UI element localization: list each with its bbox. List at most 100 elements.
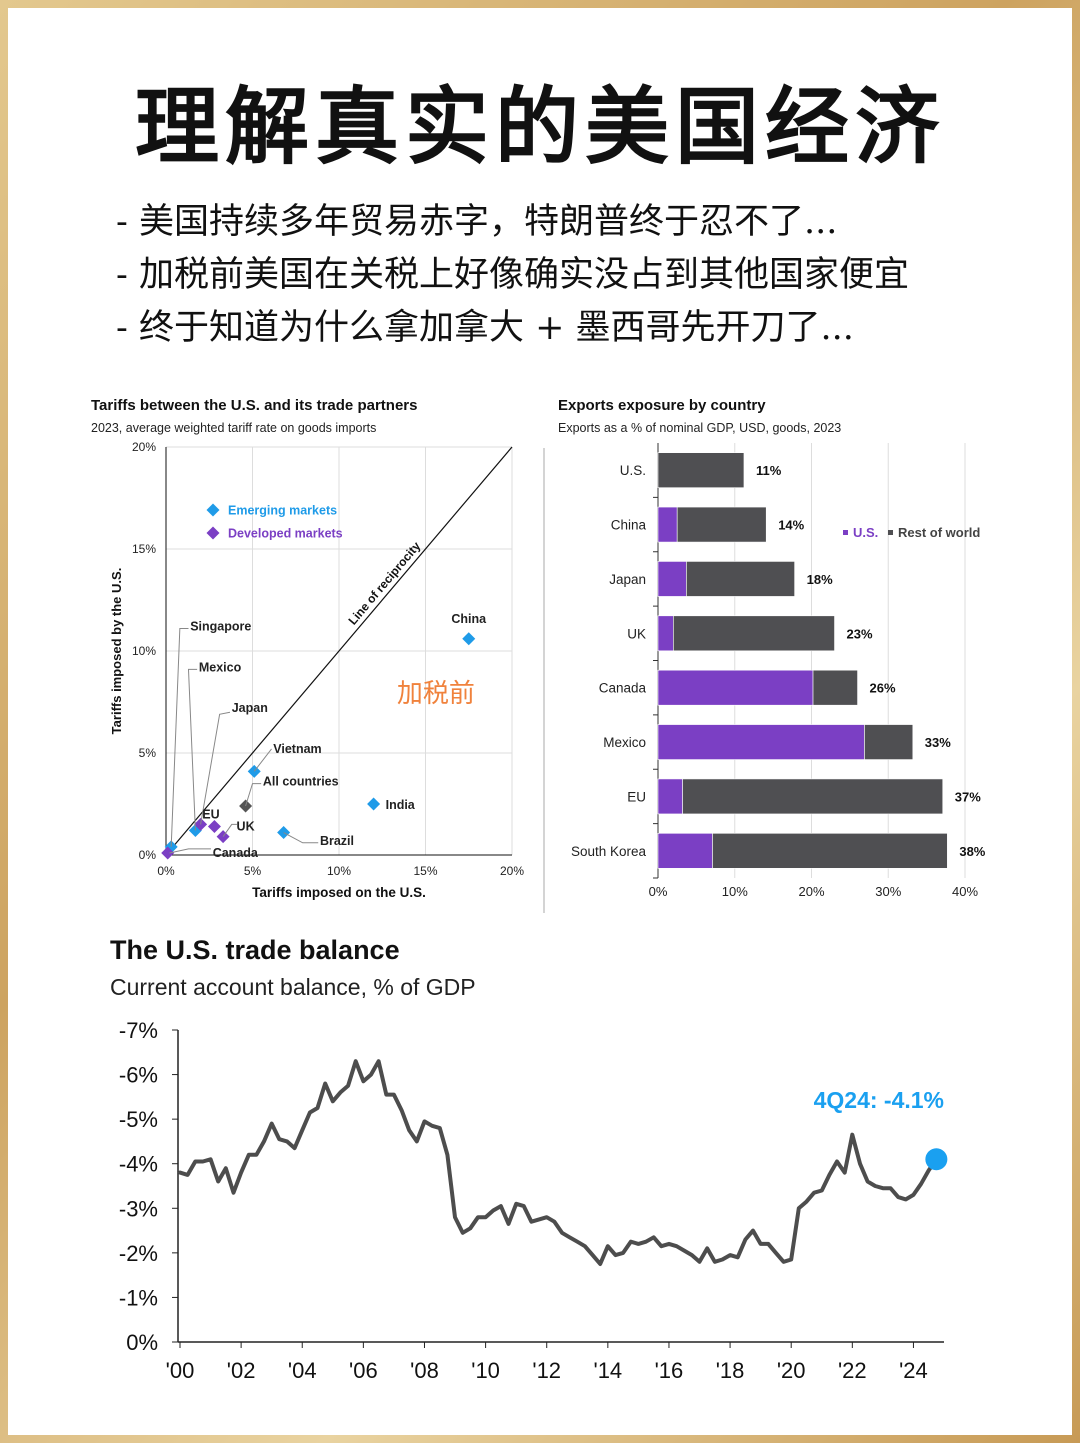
point-all-countries (239, 799, 253, 813)
bar-total-label: 18% (807, 572, 833, 587)
x-tick-label: '24 (899, 1358, 928, 1383)
legend-label: Developed markets (228, 527, 343, 541)
page-title: 理解真实的美国经济 (134, 77, 945, 176)
y-tick-label: -5% (119, 1107, 158, 1132)
bar-total-label: 11% (756, 463, 782, 478)
x-tick-label: '08 (410, 1358, 439, 1383)
category-label: UK (627, 626, 646, 641)
tariff-scatter-chart: Tariffs between the U.S. and its trade p… (91, 397, 524, 900)
x-tick-label: '02 (227, 1358, 256, 1383)
y-tick-label: -1% (119, 1285, 158, 1310)
leader-line (253, 748, 272, 772)
leader-line (170, 628, 189, 847)
leader-line (245, 783, 262, 807)
poster-card: 理解真实的美国经济 - 美国持续多年贸易赤字，特朗普终于忍不了... - 加税前… (8, 8, 1072, 1435)
point-label: Japan (232, 701, 268, 715)
x-tick-label: 20% (500, 864, 524, 878)
bar-total-label: 38% (959, 844, 985, 859)
bullet-list: - 美国持续多年贸易赤字，特朗普终于忍不了... - 加税前美国在关税上好像确实… (116, 196, 909, 355)
point-label: Canada (213, 846, 259, 860)
x-tick-label: '14 (594, 1358, 623, 1383)
category-label: China (611, 518, 647, 533)
bar-segment-rest-of-world (657, 452, 745, 488)
y-tick-label: -3% (119, 1196, 158, 1221)
x-tick-label: 15% (413, 864, 437, 878)
category-label: South Korea (571, 844, 647, 859)
y-axis-title: Tariffs imposed by the U.S. (109, 568, 124, 735)
reciprocity-label: Line of reciprocity (345, 539, 423, 628)
point-label: Brazil (320, 834, 354, 848)
y-tick-label: -6% (119, 1063, 158, 1088)
category-label: Japan (609, 572, 646, 587)
x-tick-label: 0% (157, 864, 175, 878)
point-canada (161, 846, 175, 860)
legend-label: Rest of world (898, 525, 980, 540)
bar-title: Exports exposure by country (558, 397, 766, 414)
bar-subtitle: Exports as a % of nominal GDP, USD, good… (558, 421, 841, 435)
y-tick-label: 0% (139, 848, 157, 862)
line-title: The U.S. trade balance (110, 935, 400, 965)
bar-total-label: 37% (955, 789, 981, 804)
point-label: UK (237, 820, 255, 834)
point-india (367, 797, 381, 811)
bar-segment-us (657, 778, 683, 815)
y-tick-label: -7% (119, 1018, 158, 1043)
x-tick-label: '06 (349, 1358, 378, 1383)
bar-total-label: 23% (847, 626, 873, 641)
category-label: U.S. (620, 463, 646, 478)
x-tick-label: 10% (722, 884, 748, 899)
x-tick-label: '18 (716, 1358, 745, 1383)
bar-segment-us (657, 724, 865, 760)
bar-total-label: 33% (925, 735, 951, 750)
point-vietnam (247, 764, 261, 778)
bar-segment-us (657, 669, 814, 706)
latest-point-marker (925, 1148, 948, 1171)
x-tick-label: '16 (655, 1358, 684, 1383)
point-label: Vietnam (273, 742, 321, 756)
y-tick-label: 0% (126, 1330, 158, 1355)
leader-line (200, 711, 231, 825)
bar-segment-us (657, 506, 678, 543)
annotation-label: 加税前 (397, 678, 475, 708)
category-label: Mexico (603, 735, 646, 750)
bar-segment-us (657, 833, 713, 869)
x-tick-label: '04 (288, 1358, 317, 1383)
series-line (178, 1059, 939, 1266)
x-tick-label: 20% (798, 884, 824, 899)
point-eu (207, 819, 221, 833)
x-tick-label: '00 (166, 1358, 195, 1383)
point-label: Singapore (190, 620, 251, 634)
leader-line (283, 832, 319, 844)
y-tick-label: -2% (119, 1241, 158, 1266)
bar-segment-us (657, 615, 674, 652)
x-tick-label: '22 (838, 1358, 867, 1383)
point-japan (194, 817, 208, 831)
point-label: China (451, 612, 487, 626)
leader-line (187, 668, 198, 831)
exports-bar-chart: Exports exposure by country Exports as a… (543, 397, 986, 913)
y-tick-label: 15% (132, 542, 156, 556)
reciprocity-line (165, 446, 513, 856)
legend-marker (843, 530, 848, 535)
x-tick-label: '12 (532, 1358, 561, 1383)
x-tick-label: 0% (649, 884, 668, 899)
category-label: EU (627, 789, 646, 804)
legend-marker (888, 530, 893, 535)
y-tick-label: -4% (119, 1152, 158, 1177)
point-label: EU (202, 807, 219, 821)
legend-label: Emerging markets (228, 504, 337, 518)
x-tick-label: 5% (244, 864, 262, 878)
bar-segment-rest-of-world (812, 669, 858, 706)
latest-value-callout: 4Q24: -4.1% (814, 1087, 944, 1113)
point-label: All countries (263, 775, 339, 789)
leader-line (222, 823, 237, 837)
trade-balance-line-chart: The U.S. trade balance Current account b… (110, 935, 948, 1383)
bullet-item: - 美国持续多年贸易赤字，特朗普终于忍不了... (116, 202, 838, 242)
bar-segment-rest-of-world (712, 833, 948, 869)
point-label: India (386, 798, 416, 812)
category-label: Canada (599, 681, 647, 696)
point-label: Mexico (199, 660, 242, 674)
bar-segment-rest-of-world (682, 778, 944, 815)
scatter-title: Tariffs between the U.S. and its trade p… (91, 397, 417, 414)
bar-segment-us (657, 561, 687, 597)
